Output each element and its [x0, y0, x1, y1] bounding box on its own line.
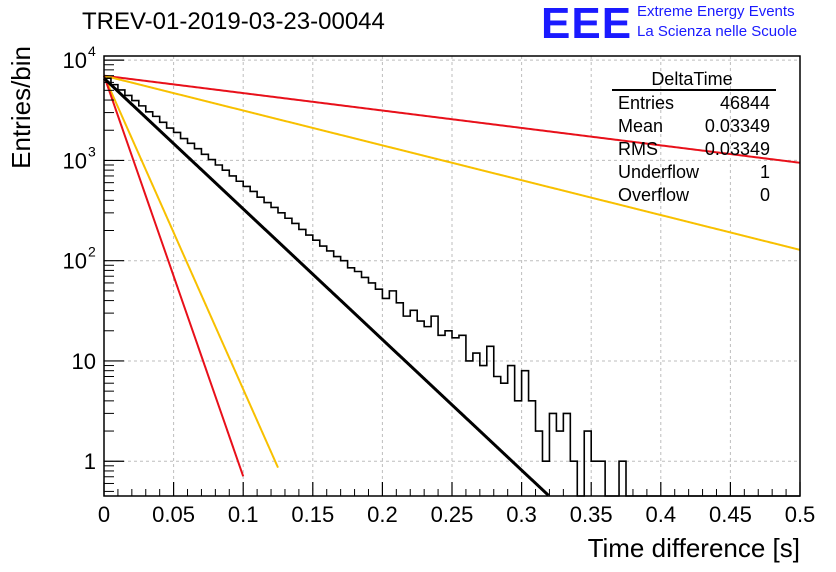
- x-tick-label: 0.5: [785, 502, 816, 527]
- x-tick-label: 0.3: [506, 502, 537, 527]
- stats-row-entries: Entries 46844: [618, 92, 776, 114]
- axis-ticks: [103, 59, 801, 496]
- x-tick-label: 0.45: [709, 502, 752, 527]
- x-tick-label: 0.15: [291, 502, 334, 527]
- x-tick-label: 0.35: [570, 502, 613, 527]
- eee-logo: EEE: [541, 0, 633, 48]
- y-tick-exponent: 4: [88, 43, 96, 59]
- reference-curve: [103, 75, 245, 477]
- y-tick-exponent: 3: [88, 143, 96, 159]
- x-tick-label: 0.1: [228, 502, 259, 527]
- exponential-fit: [102, 77, 550, 497]
- stats-box: DeltaTime Entries 46844 Mean 0.03349 RMS…: [612, 68, 776, 205]
- y-tick-label: 10: [72, 349, 96, 374]
- stats-value: 0: [759, 185, 770, 205]
- x-tick-label: 0: [98, 502, 110, 527]
- stats-title: DeltaTime: [651, 69, 733, 89]
- stats-label: Overflow: [618, 185, 690, 205]
- stats-label: Entries: [618, 93, 675, 113]
- y-tick-label: 10: [63, 249, 87, 274]
- y-axis-label: Entries/bin: [6, 46, 36, 169]
- stats-label: RMS: [618, 139, 658, 159]
- stats-value: 46844: [719, 93, 770, 113]
- stats-value: 0.03349: [704, 139, 770, 159]
- stats-row-rms: RMS 0.03349: [618, 138, 776, 160]
- axis-tick-labels: 0 0.05 0.1 0.15 0.2 0.25 0.3 0.35 0.4 0.45 0.51101…: [63, 43, 816, 527]
- chart-title: TREV-01-2019-03-23-00044: [82, 8, 385, 35]
- stats-row-underflow: Underflow 1: [618, 161, 776, 183]
- stats-value: 0.03349: [704, 116, 770, 136]
- stats-label: Underflow: [618, 162, 700, 182]
- y-tick-label: 10: [63, 48, 87, 73]
- x-tick-label: 0.05: [152, 502, 195, 527]
- stats-value: 1: [759, 162, 770, 182]
- x-tick-label: 0.25: [431, 502, 474, 527]
- logo-line-2: La Scienza nelle Scuole: [637, 23, 798, 40]
- reference-curve: [103, 74, 801, 251]
- stats-row-mean: Mean 0.03349: [618, 115, 776, 137]
- stats-row-overflow: Overflow 0: [618, 184, 776, 206]
- reference-curve: [103, 74, 801, 164]
- reference-curve: [103, 75, 279, 469]
- logo-line-1: Extreme Energy Events: [637, 3, 795, 20]
- reference-curves: [103, 74, 801, 477]
- fit-line: [102, 77, 550, 497]
- x-axis-label: Time difference [s]: [588, 533, 800, 563]
- stats-divider: [612, 89, 776, 91]
- stats-label: Mean: [618, 116, 664, 136]
- x-tick-label: 0.4: [646, 502, 677, 527]
- x-tick-label: 0.2: [367, 502, 398, 527]
- y-tick-label: 1: [84, 449, 96, 474]
- y-tick-label: 10: [63, 148, 87, 173]
- grid-lines: [104, 56, 800, 496]
- y-tick-exponent: 2: [88, 244, 96, 260]
